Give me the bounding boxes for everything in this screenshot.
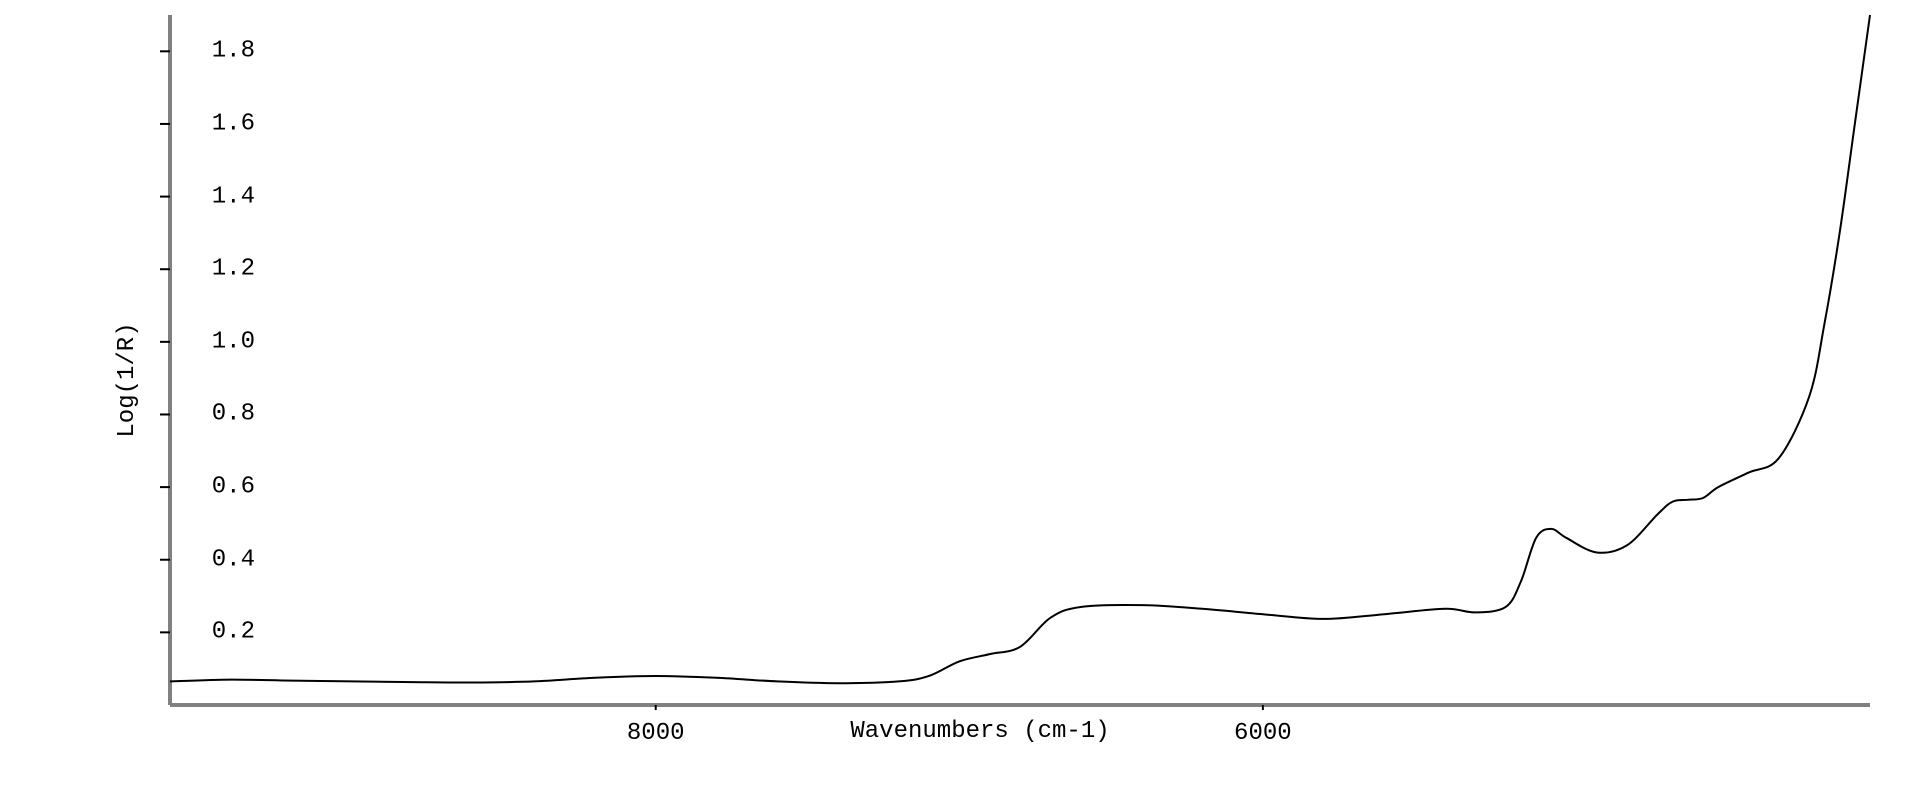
y-axis-label: Log(1/R) bbox=[114, 322, 141, 437]
y-tick-label: 0.8 bbox=[212, 401, 255, 428]
y-tick-label: 1.0 bbox=[212, 328, 255, 355]
spectrum-chart: Log(1/R) Wavenumbers (cm-1) 0.2 0.4 0.6 0.8… bbox=[60, 10, 1900, 750]
plot-area: 0.20.40.60.81.01.21.41.61.8 80006000 bbox=[160, 10, 1880, 710]
y-tick-label: 1.4 bbox=[212, 183, 255, 210]
y-tick-label: 0.4 bbox=[212, 546, 255, 573]
y-tick-label: 1.2 bbox=[212, 256, 255, 283]
x-tick-label: 6000 bbox=[1234, 720, 1292, 747]
y-tick-label: 0.6 bbox=[212, 474, 255, 501]
x-tick-label: 8000 bbox=[627, 720, 685, 747]
plot-svg bbox=[160, 10, 1880, 710]
y-tick-label: 0.2 bbox=[212, 619, 255, 646]
spectrum-line bbox=[170, 15, 1870, 683]
y-tick-label: 1.6 bbox=[212, 110, 255, 137]
y-tick-label: 1.8 bbox=[212, 38, 255, 65]
x-axis-label: Wavenumbers (cm-1) bbox=[850, 718, 1109, 745]
